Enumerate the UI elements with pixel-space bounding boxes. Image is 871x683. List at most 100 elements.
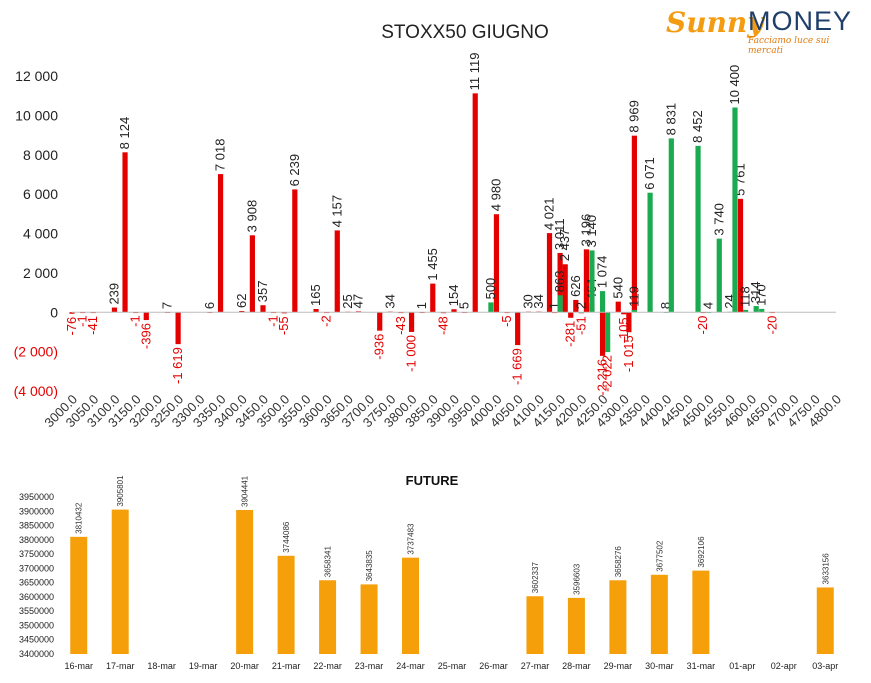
data-label: 170 [754, 284, 769, 306]
data-label: 4 [701, 302, 716, 309]
data-label: 3677502 [655, 540, 664, 572]
put-bar [122, 152, 128, 313]
chart-title: FUTURE [406, 473, 459, 488]
data-label: -5 [499, 315, 514, 327]
future-bar [650, 574, 668, 654]
logo-brand-sunny: Sunny [666, 6, 764, 39]
y-tick-label: 4 000 [23, 226, 58, 242]
data-label: 3596603 [572, 563, 581, 595]
future-bar [70, 536, 88, 654]
y-tick-label: (2 000) [14, 344, 58, 360]
future-bar [319, 580, 337, 654]
future-bar [277, 555, 295, 654]
data-label: -1 669 [510, 348, 525, 385]
data-label: 626 [568, 275, 583, 297]
data-label: -2 022 [600, 355, 615, 392]
data-label: 863 [552, 271, 567, 293]
data-label: 165 [308, 284, 323, 306]
data-label: 10 400 [727, 65, 742, 105]
put-bar [260, 305, 266, 313]
data-label: 1 455 [425, 248, 440, 281]
call-bar [599, 291, 606, 313]
data-label: -2 [319, 315, 334, 327]
data-label: -20 [695, 316, 710, 335]
logo-brand-money: MONEY [748, 6, 853, 36]
y-tick-label: 3550000 [19, 606, 54, 616]
data-label: -396 [138, 323, 153, 349]
put-bar [292, 189, 298, 313]
x-tick-label: 31-mar [687, 661, 716, 671]
put-bar [408, 312, 415, 332]
x-tick-label: 21-mar [272, 661, 301, 671]
put-bar [430, 283, 436, 313]
data-label: -41 [85, 316, 100, 335]
data-label: 119 [626, 286, 641, 307]
x-tick-label: 16-mar [64, 661, 93, 671]
data-label: 3 908 [244, 200, 259, 233]
options-chart: STOXX50 GIUGNO (4 000) (2 000) 0 2 000 4 000 6… [14, 22, 844, 430]
data-label: -76 [64, 317, 79, 336]
put-bar [631, 135, 637, 313]
data-label: 47 [351, 294, 366, 308]
data-label: 314 [748, 281, 763, 303]
put-bar [557, 252, 563, 313]
put-bar [573, 299, 579, 313]
y-tick-label: 3400000 [19, 649, 54, 659]
data-label: 8 [658, 302, 673, 309]
x-tick-label: 01-apr [729, 661, 755, 671]
data-label: 2 437 [557, 229, 572, 262]
put-bar [143, 312, 149, 321]
data-label: 500 [483, 278, 498, 300]
put-bar [568, 312, 574, 318]
y-tick-label: 3650000 [19, 578, 54, 588]
put-bar [451, 309, 457, 313]
data-label: 8 452 [690, 110, 705, 143]
data-label: 3904441 [241, 475, 250, 507]
data-label: -281 [563, 321, 578, 347]
data-label: 6 071 [642, 157, 657, 190]
x-tick-label: 18-mar [147, 661, 176, 671]
data-label: 7 [160, 302, 175, 309]
put-bar [599, 312, 606, 356]
call-bar [631, 309, 637, 313]
future-bar [402, 557, 420, 654]
call-bar [716, 238, 722, 313]
put-bar [546, 233, 553, 313]
data-label: 4 980 [488, 179, 503, 212]
put-bar [217, 174, 224, 313]
call-bar [557, 295, 563, 313]
data-label: -1 [266, 315, 281, 327]
call-bar [753, 306, 759, 313]
data-label: 5 [457, 302, 472, 309]
y-tick-label: 3600000 [19, 592, 54, 602]
call-bar [488, 302, 494, 313]
put-bar [111, 307, 118, 313]
data-label: 1 074 [595, 256, 610, 289]
data-label: 30 [520, 294, 535, 308]
data-label: 25 [340, 294, 355, 308]
x-tick-label: 22-mar [313, 661, 342, 671]
data-label: 3744086 [282, 521, 291, 553]
chart-title: STOXX50 GIUGNO [381, 22, 549, 43]
y-tick-label: 3700000 [19, 563, 54, 573]
future-bar [609, 580, 627, 654]
data-label: -1 [75, 315, 90, 327]
y-tick-label: 3850000 [19, 521, 54, 531]
y-tick-label: 3450000 [19, 635, 54, 645]
future-bar [526, 596, 544, 654]
x-tick-label: 20-mar [230, 661, 259, 671]
y-tick-label: 0 [50, 304, 58, 320]
y-tick-label: 3500000 [19, 620, 54, 630]
future-bar [692, 570, 710, 654]
x-tick-label: 02-apr [771, 661, 797, 671]
data-label: 4 157 [329, 195, 344, 228]
y-tick-label: 6 000 [23, 186, 58, 202]
data-label: 3692106 [697, 536, 706, 568]
put-bar [472, 93, 478, 313]
put-bar [515, 312, 521, 346]
put-bar [334, 230, 340, 313]
x-tick-label: 27-mar [521, 661, 550, 671]
data-label: 3 011 [552, 218, 567, 250]
sunny-money-logo: Sunny MONEY Facciamo luce sui mercati [664, 4, 864, 56]
data-label: 62 [234, 294, 249, 308]
